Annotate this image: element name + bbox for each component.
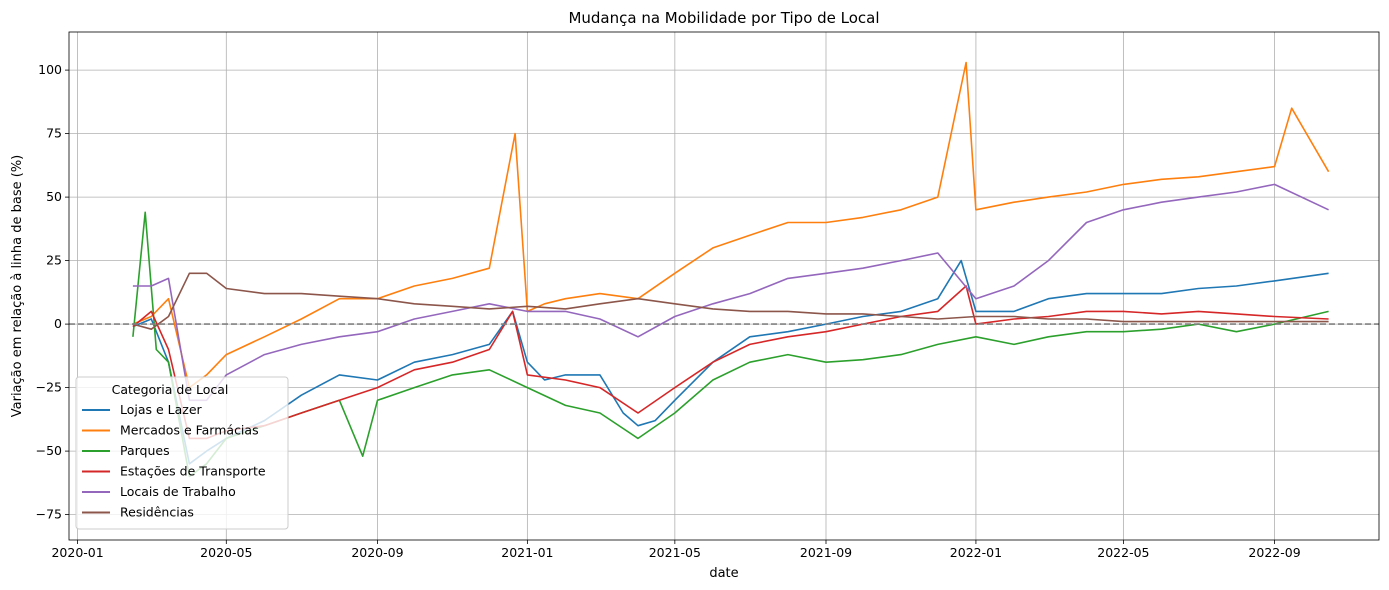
legend-title: Categoria de Local [112,382,229,397]
legend-label: Locais de Trabalho [120,484,236,499]
series-line-6 [132,272,1329,330]
y-tick-label: −25 [36,380,62,395]
y-tick-label: −75 [36,507,62,522]
y-tick-label: 75 [46,126,62,141]
legend-items: Lojas e Lazer Mercados e Farmácias Parques… [82,402,266,520]
legend-label: Estações de Transporte [120,464,266,479]
legend: Categoria de Local Lojas e Lazer Mercados… [75,376,289,530]
x-axis-ticks: 2020-01 2020-05 2020-09 2021-01 2021-05 2021-… [51,540,1301,560]
y-tick-label: 100 [38,62,62,77]
plot-frame [68,31,1380,541]
x-tick-label: 2021-01 [501,545,553,560]
legend-label: Residências [120,505,194,520]
x-tick-label: 2022-01 [950,545,1002,560]
x-axis-label: date [709,566,738,581]
legend-box [75,376,289,530]
legend-label: Lojas e Lazer [120,402,203,417]
x-tick-label: 2021-05 [649,545,701,560]
x-tick-label: 2020-01 [51,545,103,560]
y-tick-label: 50 [46,189,62,204]
grid [69,32,1379,540]
series-line-5 [132,183,1329,402]
y-axis-label: Variação em relação à linha de base (%) [10,155,25,418]
y-tick-label: 25 [46,253,62,268]
x-tick-label: 2021-09 [800,545,852,560]
y-tick-label: 0 [54,316,62,331]
legend-label: Mercados e Farmácias [120,423,259,438]
x-tick-label: 2022-09 [1248,545,1300,560]
y-axis-ticks: −75 −50 −25 0 25 50 75 100 [36,62,69,522]
y-tick-label: −50 [36,443,62,458]
chart-title: Mudança na Mobilidade por Tipo de Local [568,9,879,27]
x-tick-label: 2020-09 [351,545,403,560]
x-tick-label: 2020-05 [200,545,252,560]
series-line-2 [132,61,1330,389]
x-tick-label: 2022-05 [1097,545,1149,560]
legend-label: Parques [120,443,170,458]
